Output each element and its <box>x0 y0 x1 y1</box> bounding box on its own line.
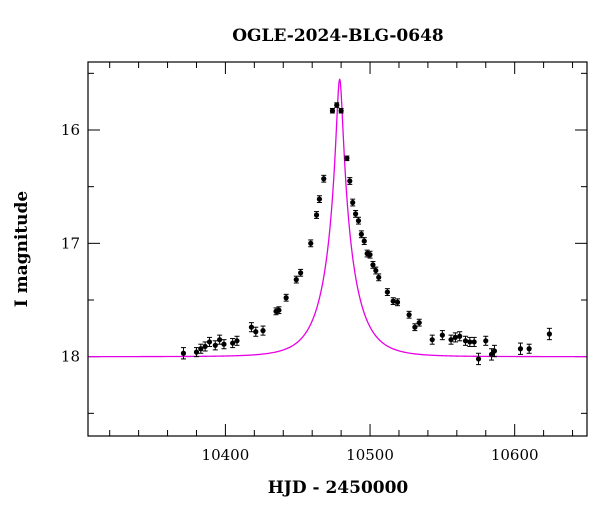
data-point <box>370 262 376 268</box>
data-point <box>198 346 204 352</box>
data-point <box>276 307 282 313</box>
data-point <box>526 346 532 352</box>
data-point <box>361 238 367 244</box>
data-point <box>193 349 200 355</box>
y-axis-label: I magnitude <box>12 191 32 308</box>
data-point <box>308 240 314 246</box>
data-point <box>439 332 445 338</box>
plot-frame <box>87 61 588 437</box>
data-point <box>293 277 299 283</box>
data-point <box>367 252 373 258</box>
data-point <box>406 312 412 318</box>
data-point <box>350 199 356 206</box>
data-point <box>390 298 396 304</box>
tick-labels: 10400 10500 10600 16 17 18 <box>61 121 539 464</box>
data-point <box>313 212 320 218</box>
data-point <box>234 338 240 344</box>
data-point <box>546 331 552 337</box>
data-point <box>206 339 213 345</box>
data-point <box>467 339 473 345</box>
data-point <box>462 338 469 344</box>
data-point <box>347 178 353 184</box>
y-tick-label: 18 <box>61 348 80 366</box>
data-point <box>334 102 340 108</box>
data-point <box>230 340 236 346</box>
data-point <box>221 341 227 347</box>
chart-title: OGLE-2024-BLG-0648 <box>232 26 444 46</box>
data-point <box>483 338 489 344</box>
data-point <box>491 348 498 354</box>
data-point <box>373 267 379 274</box>
data-point <box>352 211 359 217</box>
data-point <box>517 346 524 352</box>
data-point <box>416 320 422 326</box>
data-point <box>475 356 482 362</box>
data-point <box>298 270 304 276</box>
data-point <box>316 196 323 202</box>
x-tick-label: 10400 <box>202 446 250 464</box>
data-point <box>344 155 350 161</box>
data-point <box>212 342 218 348</box>
data-point <box>488 351 495 357</box>
data-point <box>202 343 208 350</box>
model-curve-group <box>88 78 587 358</box>
data-point <box>384 289 390 295</box>
data-point <box>338 108 344 114</box>
data-point <box>180 350 187 356</box>
data-point <box>283 295 289 301</box>
data-point <box>217 337 223 343</box>
data-point <box>253 329 259 335</box>
data-point <box>429 337 435 343</box>
data-point <box>448 337 454 343</box>
data-point <box>471 339 477 345</box>
data-point <box>452 334 458 340</box>
data-point <box>260 328 266 334</box>
data-point <box>248 324 255 330</box>
x-axis-label: HJD - 2450000 <box>268 478 409 498</box>
y-tick-label: 17 <box>61 234 80 252</box>
data-point <box>329 108 336 114</box>
y-tick-label: 16 <box>61 121 80 139</box>
data-point <box>358 231 364 237</box>
data-point <box>412 324 418 330</box>
data-points-group <box>180 102 552 366</box>
model-curve <box>88 78 587 358</box>
x-tick-label: 10600 <box>491 446 539 464</box>
data-point <box>355 218 362 224</box>
data-point <box>394 299 401 305</box>
x-tick-label: 10500 <box>346 446 394 464</box>
data-point <box>457 333 463 339</box>
data-point <box>376 274 382 280</box>
data-point <box>321 176 327 182</box>
